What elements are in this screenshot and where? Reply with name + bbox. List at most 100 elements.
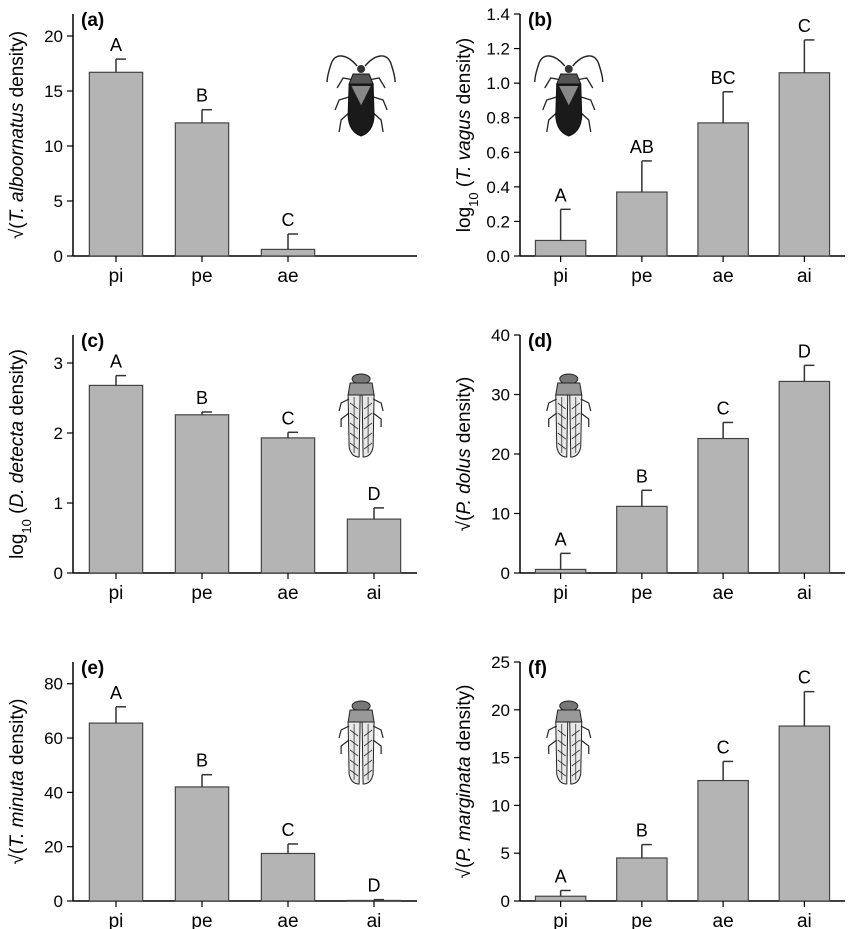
y-tick-label: 1.2 xyxy=(486,40,510,59)
y-tick-label: 20 xyxy=(44,838,63,857)
y-tick-label: 5 xyxy=(501,844,510,863)
y-axis-label: log10 (T. vagus density) xyxy=(454,38,481,232)
significance-letter: B xyxy=(636,821,648,841)
significance-letter: C xyxy=(282,408,295,428)
significance-letter: A xyxy=(555,185,567,205)
y-tick-label: 20 xyxy=(491,445,510,464)
bar-ai xyxy=(778,725,831,902)
y-tick-label: 40 xyxy=(44,783,63,802)
bar-ai xyxy=(778,380,831,574)
bar-pi xyxy=(534,895,587,902)
y-axis-label: √(T. minuta density) xyxy=(7,698,28,864)
y-axis-label: √(P. marginata density) xyxy=(454,685,475,879)
y-tick-label: 0 xyxy=(54,247,63,266)
y-tick-label: 60 xyxy=(44,729,63,748)
panel-e: 0 20 40 60 80 Api Bpe Cae Dai (e) √(T. minuta dens… xyxy=(7,658,417,929)
panel-d: 0 10 20 30 40 Api Bpe Cae Dai (d) √(P. dolus densi… xyxy=(454,326,845,604)
significance-letter: C xyxy=(282,820,295,840)
leafhopper-icon xyxy=(546,700,592,785)
bar-ai xyxy=(346,518,402,574)
x-tick-label: ae xyxy=(277,583,298,604)
y-tick-label: 0 xyxy=(54,564,63,583)
y-tick-label: 20 xyxy=(44,27,63,46)
significance-letter: BC xyxy=(711,68,736,88)
y-tick-label: 10 xyxy=(491,505,510,524)
bar-ae xyxy=(260,437,316,574)
significance-letter: A xyxy=(555,529,567,549)
y-axis-label: √(T. alboornatus density) xyxy=(7,31,28,239)
bar-pe xyxy=(616,857,668,902)
panel-label: (e) xyxy=(81,658,104,679)
y-tick-label: 0.4 xyxy=(486,178,510,197)
bug-icon xyxy=(534,55,604,137)
leafhopper-icon xyxy=(338,700,384,785)
bar-pe xyxy=(174,414,230,574)
x-tick-label: ae xyxy=(277,911,298,929)
x-tick-label: pe xyxy=(631,266,652,287)
significance-letter: A xyxy=(110,35,122,55)
bug-icon xyxy=(326,55,396,137)
y-tick-label: 0 xyxy=(54,892,63,911)
y-tick-label: 10 xyxy=(44,137,63,156)
bar-pi xyxy=(88,384,144,574)
significance-letter: C xyxy=(798,668,811,688)
significance-letter: B xyxy=(196,751,208,771)
y-tick-label: 1.4 xyxy=(486,5,510,24)
x-tick-label: pe xyxy=(191,911,212,929)
y-tick-label: 25 xyxy=(491,653,510,672)
y-tick-label: 15 xyxy=(44,82,63,101)
significance-letter: B xyxy=(636,466,648,486)
panel-b: 0.0 0.2 0.4 0.6 0.8 1.0 1.2 1.4 Api AB pe BC ae Cai (b… xyxy=(454,5,845,287)
x-tick-label: pi xyxy=(109,583,124,604)
x-tick-label: ai xyxy=(797,266,812,287)
bar-pe xyxy=(174,122,230,257)
bar-ai xyxy=(346,899,402,902)
y-tick-label: 15 xyxy=(491,749,510,768)
y-tick-label: 0.2 xyxy=(486,212,510,231)
bar-ai xyxy=(778,72,831,257)
x-tick-label: ai xyxy=(797,583,812,604)
bar-ae xyxy=(697,122,749,257)
significance-letter: A xyxy=(110,683,122,703)
panel-a: 0 5 10 15 20 Api Bpe Cae (a) √(T. alboornatus den… xyxy=(7,10,417,287)
y-tick-label: 3 xyxy=(54,354,63,373)
bar-pi xyxy=(534,239,587,257)
y-tick-label: 0.8 xyxy=(486,109,510,128)
y-tick-label: 20 xyxy=(491,701,510,720)
y-axis-label: log10 (D. detecta density) xyxy=(7,349,34,559)
bar-ae xyxy=(260,248,316,257)
y-tick-label: 80 xyxy=(44,675,63,694)
significance-letter: C xyxy=(717,398,730,418)
y-axis-label: √(P. dolus density) xyxy=(454,377,475,532)
significance-letter: C xyxy=(282,210,295,230)
x-tick-label: ae xyxy=(713,583,734,604)
x-tick-label: pi xyxy=(553,911,568,929)
x-tick-label: ae xyxy=(713,266,734,287)
x-tick-label: ai xyxy=(367,911,382,929)
x-tick-label: pi xyxy=(109,911,124,929)
significance-letter: A xyxy=(555,866,567,886)
significance-letter: D xyxy=(798,341,811,361)
panel-label: (c) xyxy=(81,331,104,352)
x-tick-label: pi xyxy=(109,266,124,287)
y-tick-label: 2 xyxy=(54,424,63,443)
significance-letter: D xyxy=(368,484,381,504)
significance-letter: C xyxy=(798,16,811,36)
y-tick-label: 0 xyxy=(501,564,510,583)
bar-pe xyxy=(174,786,230,902)
significance-letter: AB xyxy=(630,137,654,157)
x-tick-label: ai xyxy=(367,583,382,604)
bar-pi xyxy=(88,722,144,902)
bar-ae xyxy=(697,437,749,574)
y-tick-label: 40 xyxy=(491,326,510,345)
significance-letter: B xyxy=(196,388,208,408)
significance-letter: B xyxy=(196,86,208,106)
y-tick-label: 1.0 xyxy=(486,74,510,93)
y-tick-label: 0.0 xyxy=(486,247,510,266)
x-tick-label: ae xyxy=(713,911,734,929)
x-tick-label: pi xyxy=(553,266,568,287)
panel-label: (f) xyxy=(528,658,547,679)
y-tick-label: 30 xyxy=(491,386,510,405)
bar-ae xyxy=(260,852,316,902)
